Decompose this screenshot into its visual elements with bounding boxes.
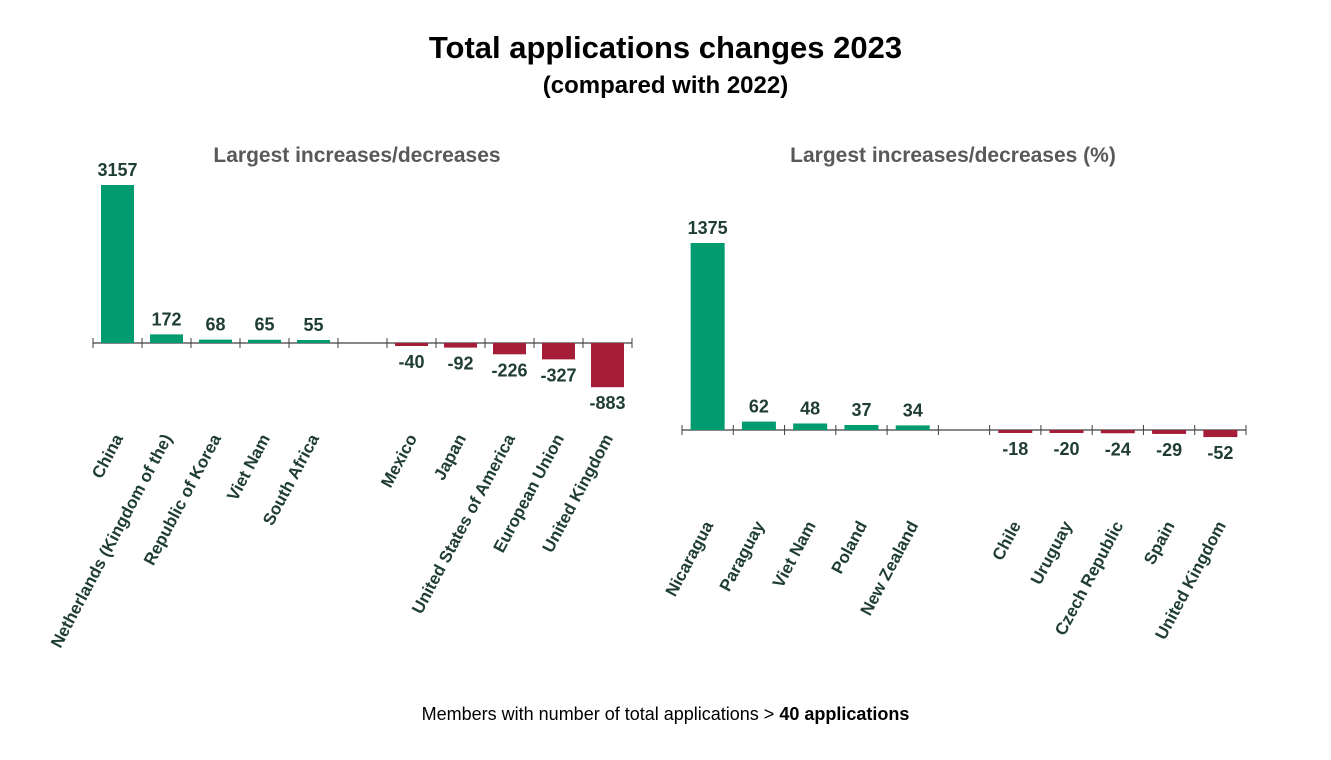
category-label: Viet Nam — [769, 518, 820, 591]
bar-increase — [844, 424, 879, 430]
data-label: -29 — [1156, 440, 1182, 460]
data-label: -883 — [589, 393, 625, 413]
bar-increase — [793, 423, 828, 430]
panel-title: Largest increases/decreases — [213, 144, 500, 167]
chart-title: Total applications changes 2023 — [428, 30, 903, 65]
bar-decrease — [395, 343, 428, 346]
bar-increase — [150, 334, 183, 343]
category-label: Uruguay — [1027, 517, 1076, 587]
panel-title: Largest increases/decreases (%) — [790, 144, 1116, 167]
data-label: -18 — [1002, 439, 1028, 459]
bar-decrease — [1100, 430, 1135, 434]
data-label: -226 — [491, 360, 527, 380]
data-label: 48 — [800, 398, 820, 418]
data-label: -52 — [1207, 443, 1233, 463]
category-label: Viet Nam — [223, 431, 274, 504]
data-label: 55 — [303, 315, 323, 335]
bar-decrease — [542, 343, 575, 360]
category-label: Mexico — [377, 431, 421, 491]
bar-decrease — [1152, 430, 1187, 434]
category-label: Spain — [1140, 518, 1179, 568]
bar-decrease — [1049, 430, 1084, 433]
category-label: Japan — [430, 431, 470, 483]
data-label: 1375 — [688, 218, 728, 238]
bar-decrease — [493, 343, 526, 355]
bar-increase — [248, 339, 281, 343]
footnote: Members with number of total application… — [0, 704, 1331, 725]
category-label: Poland — [828, 518, 871, 577]
data-label: -20 — [1054, 439, 1080, 459]
data-label: -40 — [398, 352, 424, 372]
bar-increase — [297, 340, 330, 343]
footnote-bold: 40 applications — [779, 704, 910, 724]
data-label: 3157 — [97, 160, 137, 180]
bar-increase — [101, 185, 134, 343]
category-label: China — [88, 430, 127, 481]
bar-decrease — [998, 430, 1033, 433]
data-label: 37 — [851, 400, 871, 420]
category-label: Paraguay — [716, 517, 769, 594]
category-label: Nicaragua — [662, 517, 718, 599]
footnote-prefix: Members with number of total application… — [421, 704, 780, 724]
chart-subtitle: (compared with 2022) — [542, 72, 789, 99]
bar-increase — [199, 339, 232, 343]
data-label: 62 — [749, 397, 769, 417]
bar-decrease — [444, 343, 477, 348]
bar-increase — [690, 243, 725, 430]
bar-decrease — [591, 343, 624, 388]
data-label: 34 — [903, 400, 923, 420]
data-label: -24 — [1105, 439, 1131, 459]
data-label: 68 — [205, 315, 225, 335]
data-label: 65 — [254, 315, 274, 335]
category-label: Chile — [989, 518, 1025, 564]
bar-increase — [741, 421, 776, 430]
data-label: 172 — [151, 309, 181, 329]
data-label: -92 — [447, 354, 473, 374]
bar-increase — [895, 425, 930, 430]
bar-decrease — [1203, 430, 1238, 438]
data-label: -327 — [540, 365, 576, 385]
